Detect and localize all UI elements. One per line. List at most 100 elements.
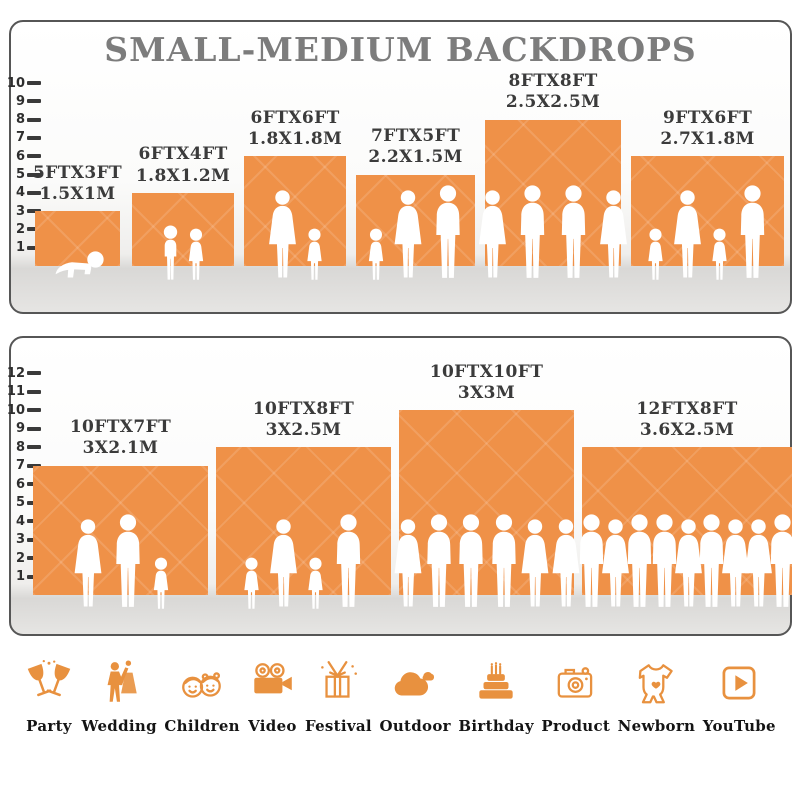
panel-large: 1 2 3 4 5 6 7 8 9 10 11 12 10FTX7FT 3X2.1M 10FTX8FT 3X…: [7, 336, 792, 636]
backdrop-row-top: 5FTX3FT 1.5X1M 6FTX4FT 1.8X1.2M 6FTX6FT 1.8X1…: [33, 71, 785, 267]
man-silhouette: [108, 513, 147, 611]
category-outdoor: Outdoor: [379, 658, 451, 735]
man-silhouette: [763, 513, 800, 611]
backdrop-size-label: 10FTX7FT 3X2.1M: [70, 417, 171, 460]
backdrop-size-label: 12FTX8FT 3.6X2.5M: [636, 399, 737, 442]
backdrop-6ftx4ft: 6FTX4FT 1.8X1.2M: [132, 144, 235, 266]
backdrop-size-ft: 5FTX3FT: [33, 162, 123, 183]
backdrop-size-ft: 7FTX5FT: [371, 126, 461, 146]
product-icon: [551, 658, 601, 708]
ruler-tick-6: 6: [5, 148, 41, 164]
panel-small-medium: SMALL-MEDIUM BACKDROPS 1 2 3 4 5 6 7 8 9 10 5FTX3…: [7, 20, 792, 314]
baby-silhouette: [48, 249, 108, 282]
girl-silhouette: [240, 556, 263, 611]
ruler-tick-mark: [27, 154, 41, 159]
ruler-tick-mark: [27, 426, 41, 431]
man-silhouette: [428, 184, 467, 282]
ruler-tick-label: 12: [6, 365, 25, 381]
category-label: Party: [26, 717, 72, 735]
girl-silhouette: [185, 227, 208, 282]
woman-silhouette: [595, 188, 632, 282]
woman-silhouette: [265, 517, 302, 611]
ruler-tick-mark: [27, 209, 41, 214]
ruler-tick-label: 1: [15, 569, 25, 584]
girl-silhouette: [149, 556, 172, 611]
people-silhouettes: [69, 513, 172, 611]
ruler-tick-mark: [27, 371, 41, 375]
girl-silhouette: [708, 227, 731, 282]
backdrop-12ftx8ft: 12FTX8FT 3.6X2.5M: [582, 399, 792, 596]
ruler-tick-12: 12: [5, 365, 41, 381]
backdrop-size-label: 7FTX5FT 2.2X1.5M: [368, 126, 462, 169]
youtube-icon: [714, 658, 764, 708]
ruler-tick-7: 7: [5, 130, 41, 146]
outdoor-icon: [390, 658, 440, 708]
man-silhouette: [554, 184, 593, 282]
ruler-tick-9: 9: [5, 421, 41, 437]
girl-silhouette: [303, 227, 326, 282]
ruler-tick-mark: [27, 81, 41, 85]
backdrop-10ftx10ft: 10FTX10FT 3X3M: [399, 362, 574, 596]
backdrop-rect: [244, 156, 347, 266]
backdrop-size-label: 10FTX8FT 3X2.5M: [253, 399, 354, 442]
category-party: Party: [24, 658, 74, 735]
ruler-tick-mark: [27, 245, 41, 250]
backdrop-rect: [35, 211, 121, 266]
people-silhouettes: [264, 188, 326, 282]
birthday-icon: [471, 658, 521, 708]
children-icon: [177, 658, 227, 708]
ruler-tick-11: 11: [5, 384, 41, 400]
backdrop-size-m: 1.8X1.8M: [247, 128, 343, 149]
category-label: Video: [248, 717, 297, 735]
people-silhouettes: [644, 184, 772, 282]
ruler-tick-mark: [27, 408, 41, 412]
woman-silhouette: [389, 188, 426, 282]
category-children: Children: [164, 658, 240, 735]
category-label: Outdoor: [379, 717, 451, 735]
backdrop-10ftx8ft: 10FTX8FT 3X2.5M: [216, 399, 391, 596]
backdrop-size-m: 1.5X1M: [39, 183, 116, 204]
woman-silhouette: [69, 517, 106, 611]
video-icon: [247, 658, 297, 708]
backdrop-size-label: 10FTX10FT 3X3M: [430, 362, 544, 405]
girl-silhouette: [304, 556, 327, 611]
ruler-tick-4: 4: [5, 185, 41, 201]
category-row: Party Wedding Children Video Festival Outdoor…: [0, 658, 800, 735]
ruler-tick-label: 3: [15, 203, 25, 219]
ruler-tick-label: 6: [15, 476, 25, 492]
ruler-tick-10: 10: [5, 75, 41, 91]
category-video: Video: [247, 658, 297, 735]
girl-silhouette: [364, 227, 387, 282]
category-label: Product: [541, 717, 611, 735]
man-silhouette: [733, 184, 772, 282]
festival-icon: [313, 658, 363, 708]
ruler-tick-label: 9: [15, 93, 25, 109]
woman-silhouette: [669, 188, 706, 282]
page-title: SMALL-MEDIUM BACKDROPS: [104, 30, 697, 69]
backdrop-rect: [485, 119, 621, 266]
backdrop-rect: [33, 465, 208, 596]
category-label: Birthday: [458, 717, 534, 735]
newborn-icon: [631, 658, 681, 708]
backdrop-size-m: 1.8X1.2M: [135, 165, 231, 186]
ruler-tick-9: 9: [5, 93, 41, 109]
backdrop-size-m: 3X2.1M: [82, 438, 159, 459]
ruler-tick-mark: [27, 172, 41, 177]
ruler-tick-label: 8: [15, 112, 25, 128]
ruler-tick-label: 2: [15, 550, 25, 566]
ruler-tick-mark: [27, 99, 41, 104]
backdrop-row-bottom: 10FTX7FT 3X2.1M 10FTX8FT 3X2.5M 10FTX10FT 3X3…: [33, 362, 792, 596]
backdrop-10ftx7ft: 10FTX7FT 3X2.1M: [33, 417, 208, 595]
category-label: Children: [164, 717, 240, 735]
backdrop-size-label: 6FTX4FT 1.8X1.2M: [136, 144, 230, 187]
people-silhouettes: [389, 513, 584, 611]
ruler-tick-label: 9: [15, 421, 25, 436]
ruler-tick-label: 6: [15, 148, 25, 164]
backdrop-size-ft: 8FTX8FT: [508, 71, 598, 92]
backdrop-rect: [356, 174, 476, 267]
woman-silhouette: [264, 188, 301, 282]
ruler-tick-mark: [27, 227, 41, 232]
backdrop-size-m: 2.2X1.5M: [368, 147, 463, 168]
ruler-tick-label: 5: [15, 495, 25, 510]
